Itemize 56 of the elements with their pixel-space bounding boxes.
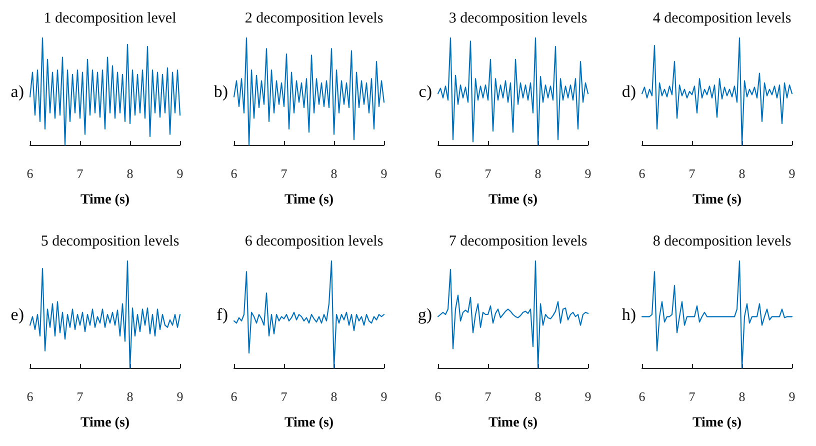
x-tick-label: 9 bbox=[380, 166, 388, 181]
x-tick-label: 7 bbox=[688, 389, 696, 404]
x-tick-label: 9 bbox=[380, 389, 388, 404]
x-tick-label: 6 bbox=[638, 166, 646, 181]
chart-title: 7 decomposition levels bbox=[448, 234, 588, 250]
text: g) bbox=[418, 305, 432, 324]
x-tick-label: 8 bbox=[534, 389, 542, 404]
x-tick-label: 6 bbox=[434, 166, 442, 181]
x-tick-label: 8 bbox=[738, 166, 746, 181]
x-tick-label: 8 bbox=[330, 389, 338, 404]
x-tick-label: 6 bbox=[26, 166, 34, 181]
text: h) bbox=[622, 305, 636, 324]
x-tick-label: 6 bbox=[230, 389, 238, 404]
x-tick-label: 6 bbox=[434, 389, 442, 404]
x-axis-title: Time (s) bbox=[692, 192, 742, 208]
x-axis-title: Time (s) bbox=[284, 192, 334, 208]
chart-title: 4 decomposition levels bbox=[652, 10, 792, 26]
x-tick-label: 8 bbox=[126, 389, 134, 404]
x-tick-label: 9 bbox=[176, 389, 184, 404]
chart-title: 6 decomposition levels bbox=[244, 234, 384, 250]
x-tick-label: 9 bbox=[584, 166, 592, 181]
chart-title: 2 decomposition levels bbox=[244, 10, 384, 26]
x-tick-label: 8 bbox=[330, 166, 338, 181]
x-tick-label: 8 bbox=[534, 166, 542, 181]
x-tick-label: 8 bbox=[126, 166, 134, 181]
text: e) bbox=[10, 305, 24, 324]
x-tick-label: 7 bbox=[280, 389, 288, 404]
x-tick-label: 9 bbox=[176, 166, 184, 181]
x-axis-title: Time (s) bbox=[80, 192, 130, 208]
x-tick-label: 7 bbox=[76, 166, 84, 181]
x-tick-label: 7 bbox=[484, 166, 492, 181]
x-tick-label: 7 bbox=[280, 166, 288, 181]
chart-title: 8 decomposition levels bbox=[652, 234, 792, 250]
x-tick-label: 9 bbox=[584, 389, 592, 404]
chart-title: 1 decomposition level bbox=[44, 10, 176, 26]
x-tick-label: 9 bbox=[788, 166, 796, 181]
x-tick-label: 6 bbox=[638, 389, 646, 404]
x-axis-title: Time (s) bbox=[284, 416, 334, 430]
x-tick-label: 7 bbox=[688, 166, 696, 181]
x-axis-title: Time (s) bbox=[488, 192, 538, 208]
text: c) bbox=[418, 82, 432, 101]
x-tick-label: 6 bbox=[230, 166, 238, 181]
chart-title: 3 decomposition levels bbox=[448, 10, 588, 26]
x-axis-title: Time (s) bbox=[80, 416, 130, 430]
x-tick-label: 9 bbox=[788, 389, 796, 404]
text: b) bbox=[214, 82, 228, 101]
text: a) bbox=[10, 82, 24, 101]
x-axis-title: Time (s) bbox=[488, 416, 538, 430]
x-tick-label: 8 bbox=[738, 389, 746, 404]
x-tick-label: 7 bbox=[76, 389, 84, 404]
text: d) bbox=[622, 82, 636, 101]
x-tick-label: 7 bbox=[484, 389, 492, 404]
x-tick-label: 6 bbox=[26, 389, 34, 404]
text: f) bbox=[216, 305, 228, 324]
chart-title: 5 decomposition levels bbox=[40, 234, 180, 250]
x-axis-title: Time (s) bbox=[692, 416, 742, 430]
